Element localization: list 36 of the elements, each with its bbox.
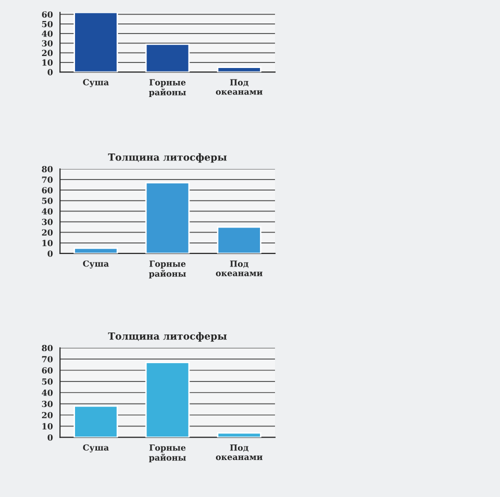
y-tick-label: 40	[42, 208, 53, 215]
y-tick-label: 60	[42, 11, 53, 18]
y-tick-label: 0	[48, 250, 53, 257]
x-tick-label: Суша	[83, 79, 109, 88]
y-tick-label: 20	[42, 50, 53, 56]
x-tick-label: Суша	[83, 260, 109, 268]
chart-title: Толщина литосферы	[108, 153, 227, 163]
x-tick-label: Под океанами	[216, 260, 262, 276]
y-tick-label: 60	[42, 367, 53, 374]
x-tick-label: Горные районы	[148, 260, 186, 278]
y-tick-label: 50	[42, 378, 53, 385]
y-tick-label: 40	[42, 390, 53, 396]
x-tick-label: Под океанами	[216, 444, 262, 460]
y-tick-label: 40	[42, 30, 53, 37]
y-tick-label: 20	[42, 229, 53, 236]
y-tick-label: 10	[42, 240, 53, 246]
x-tick-label: Суша	[83, 444, 109, 452]
y-tick-label: 30	[42, 400, 53, 408]
y-tick-label: 80	[42, 166, 53, 172]
y-tick-label: 50	[42, 198, 53, 204]
x-tick-label: Горные районы	[148, 444, 186, 462]
y-tick-label: 80	[42, 344, 53, 352]
y-tick-label: 60	[42, 187, 53, 194]
y-tick-label: 30	[42, 218, 53, 226]
y-tick-label: 10	[42, 59, 53, 66]
y-tick-label: 20	[42, 412, 53, 418]
x-tick-label: Горные районы	[148, 79, 186, 98]
y-tick-label: 10	[42, 423, 53, 430]
x-tick-label: Под океанами	[216, 79, 262, 95]
y-tick-label: 30	[42, 40, 53, 46]
y-tick-label: 50	[42, 20, 53, 28]
y-tick-label: 0	[48, 69, 53, 76]
y-tick-label: 70	[42, 176, 53, 183]
chart-title: Толщина литосферы	[108, 332, 227, 342]
y-tick-label: 70	[42, 356, 53, 362]
y-tick-label: 0	[48, 434, 53, 441]
